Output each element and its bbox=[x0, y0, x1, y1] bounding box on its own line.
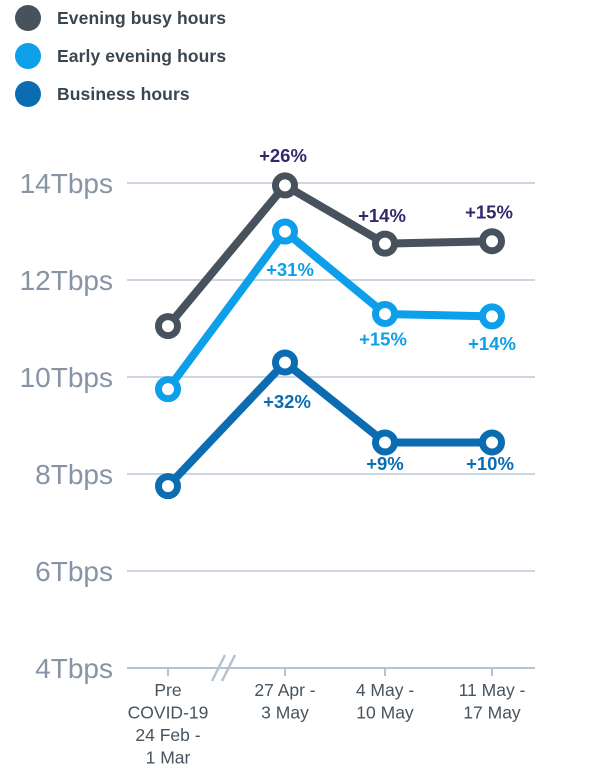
data-point-marker bbox=[272, 218, 298, 245]
data-point-marker bbox=[155, 376, 181, 403]
series-line bbox=[165, 358, 492, 489]
y-axis-label: 6Tbps bbox=[35, 556, 113, 587]
data-point-marker bbox=[272, 349, 298, 376]
data-point-label: +14% bbox=[358, 205, 406, 226]
data-point-label: +15% bbox=[465, 202, 513, 223]
data-point-label: +15% bbox=[359, 328, 407, 349]
x-axis-label: 11 May -17 May bbox=[459, 680, 526, 723]
series-line bbox=[164, 227, 493, 392]
data-point-marker bbox=[372, 300, 398, 327]
y-axis-label: 14Tbps bbox=[20, 168, 113, 199]
axis-break-icon bbox=[210, 654, 227, 682]
axis-break-icon bbox=[220, 654, 237, 682]
data-point-label: +31% bbox=[266, 259, 314, 280]
y-axis-label: 10Tbps bbox=[20, 362, 113, 393]
legend-label-early-evening-hours: Early evening hours bbox=[57, 45, 227, 66]
legend: Evening busy hours Early evening hours B… bbox=[15, 5, 226, 119]
data-point-marker bbox=[479, 228, 505, 255]
data-point-label: +14% bbox=[468, 333, 516, 354]
data-point-marker bbox=[372, 230, 398, 257]
data-point-label: +10% bbox=[466, 453, 514, 474]
legend-dot-early-evening-hours-icon bbox=[15, 43, 41, 69]
data-point-marker bbox=[479, 429, 505, 456]
x-axis-label: 4 May -10 May bbox=[356, 680, 415, 723]
y-axis-label: 4Tbps bbox=[35, 653, 113, 684]
data-point-marker bbox=[155, 473, 181, 500]
data-point-marker bbox=[272, 172, 298, 199]
series-line bbox=[164, 181, 493, 329]
data-point-label: +26% bbox=[259, 145, 307, 166]
legend-item-business-hours: Business hours bbox=[15, 81, 226, 107]
x-axis-label: 27 Apr -3 May bbox=[254, 680, 315, 723]
data-point-label: +32% bbox=[263, 391, 311, 412]
data-point-marker bbox=[479, 303, 505, 330]
legend-label-business-hours: Business hours bbox=[57, 83, 190, 104]
legend-dot-evening-busy-hours-icon bbox=[15, 5, 41, 31]
data-point-marker bbox=[155, 313, 181, 340]
legend-label-evening-busy-hours: Evening busy hours bbox=[57, 7, 227, 28]
legend-item-evening-busy-hours: Evening busy hours bbox=[15, 5, 226, 31]
legend-dot-business-hours-icon bbox=[15, 81, 41, 107]
data-point-marker bbox=[372, 429, 398, 456]
y-axis-label: 8Tbps bbox=[35, 459, 113, 490]
y-axis-label: 12Tbps bbox=[20, 265, 113, 296]
legend-item-early-evening-hours: Early evening hours bbox=[15, 43, 226, 69]
data-point-label: +9% bbox=[366, 453, 404, 474]
x-axis-label: Pre COVID-19 24 Feb -1 Mar bbox=[128, 680, 209, 768]
